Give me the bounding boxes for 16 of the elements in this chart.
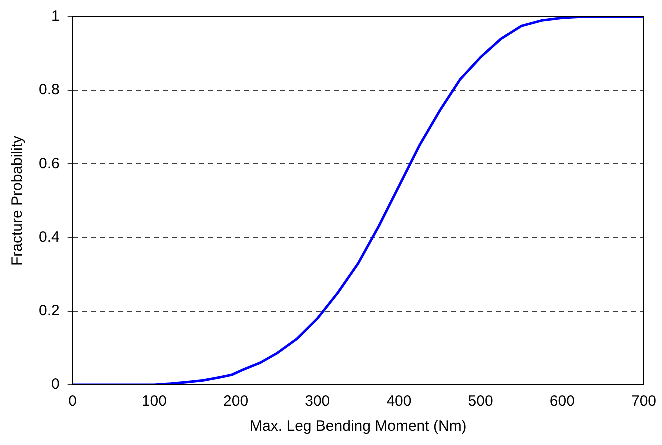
x-tick-label: 200 [224, 393, 249, 410]
x-axis-title: Max. Leg Bending Moment (Nm) [250, 418, 467, 436]
y-tick-label: 0 [52, 376, 60, 394]
y-tick-label: 0.2 [38, 302, 60, 320]
y-tick-label: 1 [52, 8, 60, 26]
y-tick-label: 0.8 [38, 82, 60, 99]
x-tick-label: 600 [550, 393, 575, 410]
x-tick-label: 300 [305, 393, 330, 410]
y-axis-title: Fracture Probability [9, 135, 26, 266]
x-tick-label: 500 [468, 393, 494, 410]
x-tick-label: 400 [386, 393, 412, 410]
x-tick-label: 100 [142, 393, 167, 410]
y-tick-label: 0.4 [38, 228, 60, 246]
y-tick-label: 0.6 [38, 155, 60, 172]
x-tick-label: 0 [68, 393, 78, 410]
x-tick-label: 700 [631, 393, 657, 410]
